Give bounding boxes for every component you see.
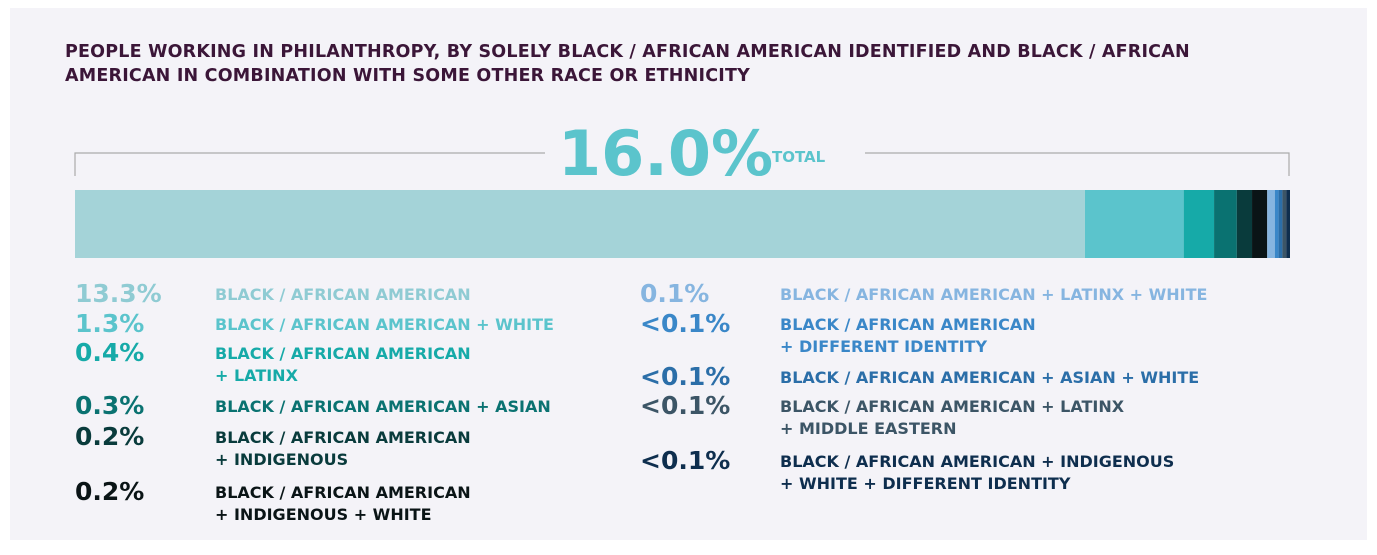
bar-segment — [1278, 190, 1283, 258]
value-label: 0.2% — [75, 477, 145, 506]
card — [10, 8, 1367, 540]
legend-label: BLACK / AFRICAN AMERICAN + LATINX + WHIT… — [780, 285, 1208, 304]
total-text: TOTAL — [772, 148, 826, 166]
value-label: 0.3% — [75, 391, 145, 420]
bar-segment — [1282, 190, 1287, 258]
legend-label: BLACK / AFRICAN AMERICAN + ASIAN — [215, 397, 551, 416]
legend-label: BLACK / AFRICAN AMERICAN + LATINX — [215, 344, 471, 385]
bar-segment — [1286, 190, 1290, 258]
bar-segment — [1267, 190, 1275, 258]
bar-segment — [1183, 190, 1215, 258]
legend-label: BLACK / AFRICAN AMERICAN + INDIGENOUS + … — [215, 483, 471, 524]
value-label: <0.1% — [640, 391, 731, 420]
bar-segment — [1236, 190, 1253, 258]
legend-label: BLACK / AFRICAN AMERICAN + INDIGENOUS + … — [780, 452, 1175, 493]
chart-title: PEOPLE WORKING IN PHILANTHROPY, BY SOLEL… — [65, 42, 1190, 86]
value-label: <0.1% — [640, 309, 731, 338]
value-label: 0.2% — [75, 422, 145, 451]
bar-chart: 16.0% TOTAL — [74, 117, 1290, 258]
legend-label: BLACK / AFRICAN AMERICAN + LATINX + MIDD… — [780, 397, 1125, 438]
legend-label: BLACK / AFRICAN AMERICAN + INDIGENOUS — [215, 428, 471, 469]
value-label: 0.1% — [640, 279, 710, 308]
legend-label: BLACK / AFRICAN AMERICAN + DIFFERENT IDE… — [780, 315, 1036, 356]
value-label: <0.1% — [640, 446, 731, 475]
value-label: 13.3% — [75, 279, 162, 308]
bar-segment — [1252, 190, 1268, 258]
legend-label: BLACK / AFRICAN AMERICAN + ASIAN + WHITE — [780, 368, 1200, 387]
bar-segment — [75, 190, 1085, 258]
bracket — [74, 152, 1290, 176]
value-label: <0.1% — [640, 362, 731, 391]
legend-label: BLACK / AFRICAN AMERICAN + WHITE — [215, 315, 554, 334]
legend-label: BLACK / AFRICAN AMERICAN — [215, 285, 471, 304]
bar-segment — [1084, 190, 1184, 258]
value-label: 0.4% — [75, 338, 145, 367]
value-label: 1.3% — [75, 309, 145, 338]
bar-segment — [1274, 190, 1279, 258]
bar-segment — [1214, 190, 1237, 258]
total-value: 16.0% — [558, 117, 773, 190]
